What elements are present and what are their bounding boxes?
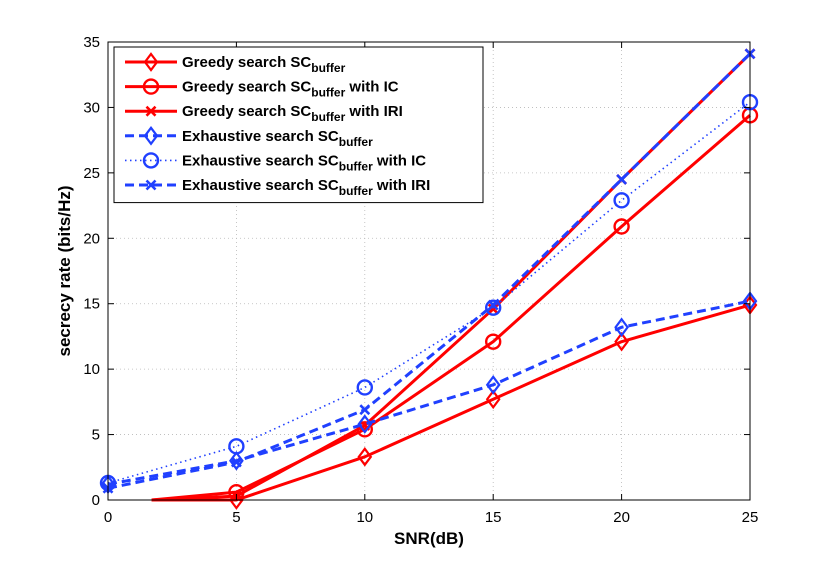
x-tick-label: 20 bbox=[613, 509, 630, 526]
x-tick-label: 25 bbox=[742, 509, 759, 526]
legend-item: Greedy search SCbuffer with IRI bbox=[125, 103, 403, 124]
data-point-marker bbox=[356, 379, 373, 396]
legend-label: Greedy search SCbuffer bbox=[182, 54, 346, 75]
data-point-marker bbox=[614, 331, 629, 352]
data-point-marker bbox=[359, 404, 371, 416]
data-point-marker bbox=[485, 389, 501, 410]
legend-marker bbox=[142, 152, 160, 169]
y-axis-label: secrecy rate (bits/Hz) bbox=[55, 185, 74, 356]
data-point-marker bbox=[616, 173, 628, 185]
x-tick-label: 5 bbox=[232, 509, 240, 526]
y-tick-label: 25 bbox=[83, 165, 100, 182]
data-point-marker bbox=[485, 299, 502, 316]
series-line bbox=[107, 52, 752, 490]
data-point-marker bbox=[613, 192, 630, 209]
data-point-marker bbox=[228, 438, 245, 455]
x-tick-label: 15 bbox=[485, 509, 502, 526]
data-point-marker bbox=[357, 446, 373, 467]
data-point-marker bbox=[487, 303, 499, 315]
legend-box bbox=[113, 46, 484, 204]
y-tick-label: 10 bbox=[83, 361, 100, 378]
legend-marker bbox=[143, 125, 159, 146]
x-axis-label: SNR(dB) bbox=[394, 529, 464, 548]
y-tick-label: 35 bbox=[83, 34, 100, 51]
series-line bbox=[151, 114, 751, 502]
data-point-marker bbox=[614, 317, 629, 338]
x-tick-label: 10 bbox=[356, 509, 373, 526]
legend-marker bbox=[142, 78, 160, 95]
legend-label: Exhaustive search SCbuffer bbox=[182, 128, 373, 149]
legend-label: Exhaustive search SCbuffer with IRI bbox=[182, 177, 430, 198]
y-tick-label: 20 bbox=[83, 230, 100, 247]
y-tick-label: 15 bbox=[83, 296, 100, 313]
plot-frame bbox=[107, 41, 751, 501]
data-point-marker bbox=[230, 456, 242, 468]
legend-label: Greedy search SCbuffer with IC bbox=[182, 79, 399, 100]
legend-marker bbox=[143, 52, 159, 72]
data-point-marker bbox=[487, 299, 499, 311]
x-tick-label: 0 bbox=[104, 509, 112, 526]
y-tick-label: 5 bbox=[92, 427, 100, 444]
legend-marker bbox=[145, 179, 157, 191]
series-line bbox=[107, 299, 751, 486]
y-tick-label: 0 bbox=[92, 492, 100, 509]
data-point-marker bbox=[485, 333, 502, 350]
legend-item: Greedy search SCbuffer with IC bbox=[125, 78, 399, 100]
series-5 bbox=[102, 48, 756, 494]
legend-label: Greedy search SCbuffer with IRI bbox=[182, 103, 403, 124]
legend-marker bbox=[145, 105, 157, 117]
legend-item: Exhaustive search SCbuffer with IRI bbox=[125, 177, 430, 198]
legend-item: Greedy search SCbuffer bbox=[125, 52, 346, 75]
legend-item: Exhaustive search SCbuffer bbox=[125, 125, 373, 149]
legend: Greedy search SCbuffer Greedy search SCbu… bbox=[113, 46, 484, 204]
data-point-marker bbox=[485, 375, 501, 395]
ticks: 0 5 10 15 20 25 0 5 10 15 20 25 30 35 bbox=[83, 34, 758, 526]
legend-item: Exhaustive search SCbuffer with IC bbox=[125, 152, 426, 173]
legend-label: Exhaustive search SCbuffer with IC bbox=[182, 152, 426, 173]
data-point-marker bbox=[613, 218, 630, 235]
series-line bbox=[107, 101, 751, 484]
y-tick-label: 30 bbox=[83, 99, 100, 116]
data-point-marker bbox=[357, 414, 373, 434]
